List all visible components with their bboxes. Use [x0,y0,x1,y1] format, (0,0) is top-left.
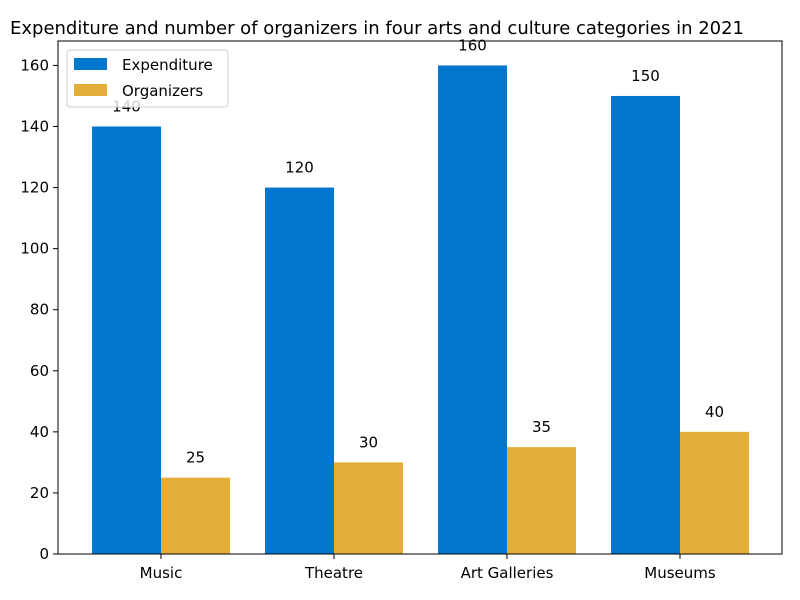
x-tick-label: Theatre [304,564,363,582]
data-label: 25 [186,449,205,467]
bar-organizers [334,462,403,554]
y-tick-label: 80 [30,301,49,319]
bar-expenditure [92,126,161,554]
data-label: 40 [705,403,724,421]
data-label: 35 [532,418,551,436]
data-label: 120 [285,159,314,177]
legend-label-expenditure: Expenditure [122,56,213,74]
bar-organizers [680,431,749,554]
legend: Expenditure Organizers [66,49,229,108]
y-tick-label: 20 [30,484,49,502]
y-tick-label: 0 [39,545,49,563]
data-label: 160 [458,36,487,54]
x-tick-label: Music [140,564,183,582]
data-label: 30 [359,433,378,451]
bars-group [92,65,749,555]
x-tick-label: Museums [644,564,716,582]
y-tick-label: 160 [20,56,49,74]
chart-title: Expenditure and number of organizers in … [10,18,744,39]
legend-label-organizers: Organizers [122,82,203,100]
legend-swatch-organizers [74,84,107,96]
y-tick-label: 120 [20,179,49,197]
data-label: 150 [631,67,660,85]
data-labels-group: 14025120301603515040 [112,36,724,466]
y-tick-label: 60 [30,362,49,380]
legend-swatch-expenditure [74,58,107,70]
y-tick-label: 100 [20,240,49,258]
y-tick-label: 140 [20,118,49,136]
bar-expenditure [438,65,507,554]
y-axis: 0 20 40 60 80 100 120 140 160 [20,56,58,563]
bar-expenditure [265,187,334,555]
bar-organizers [161,477,230,554]
x-axis: Music Theatre Art Galleries Museums [140,554,716,582]
x-tick-label: Art Galleries [461,564,554,582]
bar-expenditure [611,95,680,554]
plot-frame [57,40,783,555]
y-tick-label: 40 [30,423,49,441]
legend-box [66,49,229,108]
bar-organizers [507,447,576,554]
